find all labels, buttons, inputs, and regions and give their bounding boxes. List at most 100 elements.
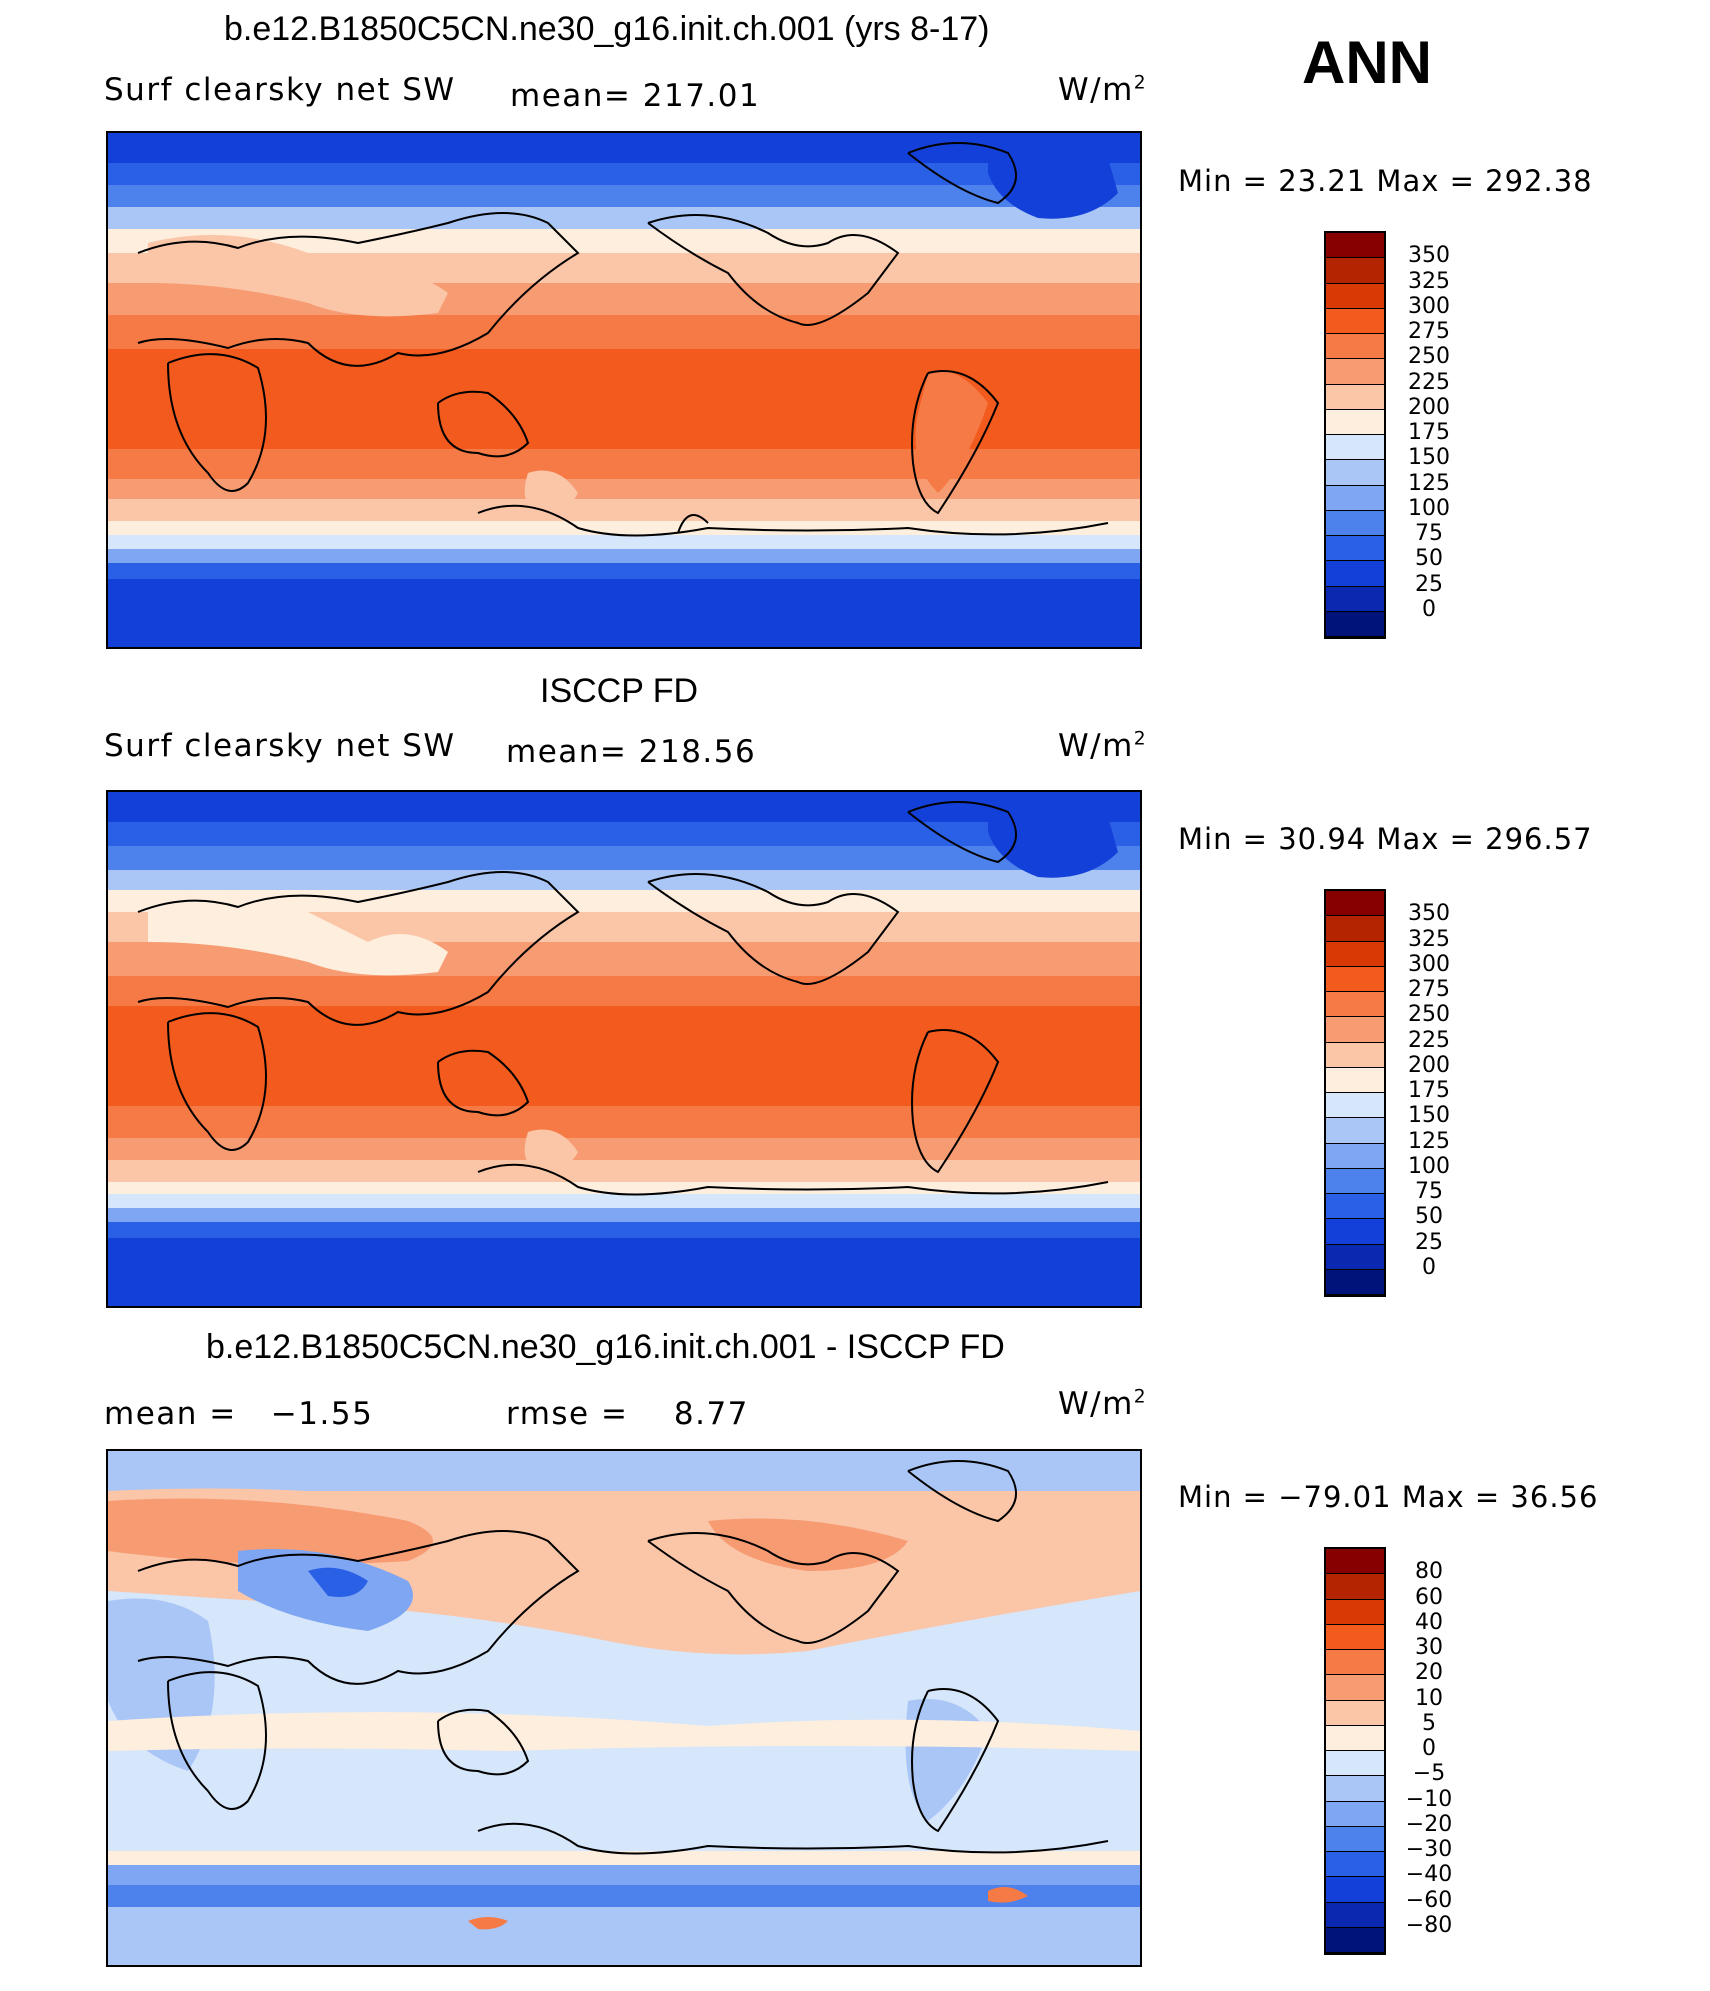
panel1-title: b.e12.B1850C5CN.ne30_g16.init.ch.001 (yr… [224,10,990,48]
colorbar-segment [1326,941,1384,967]
colorbar-segment [1326,1725,1384,1751]
colorbar-segment [1326,308,1384,334]
season-label: ANN [1302,29,1432,96]
colorbar-label: 100 [1408,1153,1450,1179]
colorbar-label: −5 [1412,1761,1446,1787]
colorbar-label: 150 [1408,1103,1450,1129]
colorbar-label: 50 [1415,546,1443,572]
colorbar-segment [1326,891,1384,917]
colorbar-segment [1326,283,1384,309]
colorbar-segment [1326,586,1384,612]
colorbar-segment [1326,1650,1384,1676]
colorbar-label: 200 [1408,1052,1450,1078]
colorbar-label: 225 [1408,1027,1450,1053]
colorbar-label: 20 [1415,1660,1443,1686]
colorbar-label: 5 [1422,1710,1436,1736]
panel2-map [106,790,1142,1308]
colorbar-segment [1326,1168,1384,1194]
colorbar-label: 325 [1408,268,1450,294]
panel2-colorbar [1324,889,1386,1297]
colorbar-segment [1326,1219,1384,1245]
panel3-units: W/m2 [1058,1386,1148,1422]
colorbar-segment [1326,1574,1384,1600]
colorbar-label: 50 [1415,1204,1443,1230]
colorbar-segment [1326,1877,1384,1903]
colorbar-segment [1326,561,1384,587]
colorbar-segment [1326,1549,1384,1575]
colorbar-label: 300 [1408,951,1450,977]
colorbar-label: 250 [1408,1002,1450,1028]
colorbar-segment [1326,1194,1384,1220]
colorbar-segment [1326,536,1384,562]
colorbar-segment [1326,1751,1384,1777]
colorbar-label: 25 [1415,1229,1443,1255]
colorbar-segment [1326,1067,1384,1093]
colorbar-label: −60 [1405,1887,1453,1913]
panel2-title: ISCCP FD [540,672,699,710]
colorbar-label: 125 [1408,470,1450,496]
colorbar-segment [1326,992,1384,1018]
panel3-rmse: rmse = 8.77 [506,1396,749,1432]
panel1-map-svg [108,133,1140,647]
panel3-colorbar [1324,1547,1386,1955]
colorbar-label: 25 [1415,571,1443,597]
colorbar-segment [1326,1826,1384,1852]
colorbar-label: 150 [1408,445,1450,471]
panel1-mean: mean= 217.01 [510,78,761,114]
colorbar-segment [1326,1801,1384,1827]
panel1-units: W/m2 [1058,72,1148,108]
colorbar-segment [1326,611,1384,637]
panel3-map [106,1449,1142,1967]
colorbar-segment [1326,510,1384,536]
colorbar-label: 0 [1422,1736,1436,1761]
colorbar-segment [1326,1599,1384,1625]
colorbar-label: 0 [1422,1254,1436,1280]
panel1-map [106,131,1142,649]
panel1-variable: Surf clearsky net SW [104,72,456,108]
panel2-minmax: Min = 30.94 Max = 296.57 [1178,822,1593,856]
panel3-map-svg [108,1451,1140,1965]
colorbar-label: 100 [1408,495,1450,521]
colorbar-segment [1326,966,1384,992]
colorbar-label: 300 [1408,293,1450,319]
colorbar-segment [1326,409,1384,435]
colorbar-segment [1326,1017,1384,1043]
panel3-mean: mean = −1.55 [104,1396,374,1432]
colorbar-segment [1326,384,1384,410]
colorbar-segment [1326,460,1384,486]
colorbar-segment [1326,1244,1384,1270]
colorbar-segment [1326,1675,1384,1701]
colorbar-label: −40 [1405,1862,1453,1888]
colorbar-label: 10 [1415,1685,1443,1711]
colorbar-segment [1326,485,1384,511]
panel2-map-svg [108,792,1140,1306]
colorbar-segment [1326,1118,1384,1144]
colorbar-segment [1326,1776,1384,1802]
colorbar-label: 80 [1415,1559,1443,1585]
panel2-variable: Surf clearsky net SW [104,728,456,764]
panel1-colorbar [1324,231,1386,639]
colorbar-segment [1326,1852,1384,1878]
panel2-mean: mean= 218.56 [506,734,757,770]
colorbar-segment [1326,258,1384,284]
colorbar-label: 250 [1408,344,1450,370]
colorbar-label: 30 [1415,1635,1443,1660]
colorbar-segment [1326,435,1384,461]
colorbar-label: −30 [1405,1837,1453,1862]
panel2-units: W/m2 [1058,728,1148,764]
panel1-minmax: Min = 23.21 Max = 292.38 [1178,164,1593,198]
colorbar-label: 350 [1408,901,1450,927]
panel3-title: b.e12.B1850C5CN.ne30_g16.init.ch.001 - I… [206,1328,1005,1366]
colorbar-label: 275 [1408,977,1450,1002]
colorbar-label: 75 [1415,521,1443,546]
colorbar-segment [1326,1700,1384,1726]
colorbar-label: 40 [1415,1609,1443,1635]
colorbar-segment [1326,1093,1384,1119]
colorbar-label: 175 [1408,1078,1450,1103]
colorbar-segment [1326,1927,1384,1953]
colorbar-label: 75 [1415,1179,1443,1204]
panel3-minmax: Min = −79.01 Max = 36.56 [1178,1480,1599,1514]
colorbar-segment [1326,1042,1384,1068]
colorbar-label: −20 [1405,1811,1453,1837]
colorbar-segment [1326,1902,1384,1928]
